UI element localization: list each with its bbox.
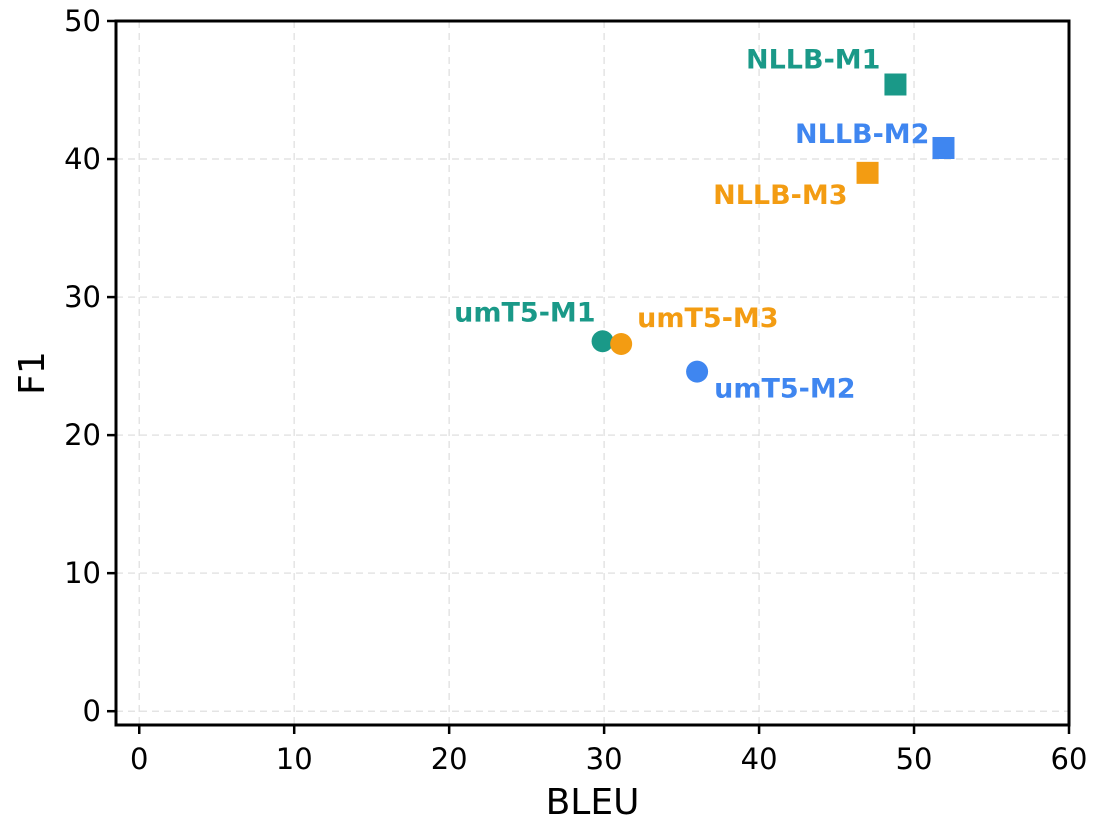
axis-ticks: 0 10 20 30 40 50 60 0 10 20 30 40 50 [64, 4, 1087, 776]
y-tick-label: 0 [83, 694, 101, 728]
label-umt5-m2: umT5-M2 [714, 374, 855, 405]
x-tick-label: 40 [741, 742, 778, 776]
label-nllb-m2: NLLB-M2 [795, 119, 929, 150]
y-axis-title: F1 [12, 351, 53, 395]
y-tick-label: 20 [64, 418, 101, 452]
x-axis-title: BLEU [546, 782, 640, 823]
x-tick-label: 60 [1051, 742, 1088, 776]
point-umt5-m3 [610, 333, 633, 356]
x-tick-label: 0 [130, 742, 148, 776]
label-umt5-m1: umT5-M1 [454, 297, 595, 328]
data-points [591, 73, 955, 383]
point-nllb-m2 [932, 136, 955, 159]
x-tick-label: 50 [896, 742, 933, 776]
x-tick-label: 20 [431, 742, 468, 776]
y-tick-label: 50 [64, 4, 101, 38]
y-tick-label: 40 [64, 142, 101, 176]
point-umt5-m1 [591, 330, 614, 353]
x-tick-label: 10 [276, 742, 313, 776]
plot-frame [114, 19, 1071, 727]
point-umt5-m2 [686, 360, 709, 383]
label-nllb-m3: NLLB-M3 [713, 180, 847, 211]
y-tick-label: 10 [64, 556, 101, 590]
point-nllb-m1 [884, 73, 907, 96]
point-nllb-m3 [856, 161, 879, 184]
label-umt5-m3: umT5-M3 [637, 303, 778, 334]
x-tick-label: 30 [586, 742, 623, 776]
y-tick-label: 30 [64, 280, 101, 314]
label-nllb-m1: NLLB-M1 [746, 44, 880, 75]
point-labels: NLLB-M1 NLLB-M2 NLLB-M3 umT5-M1 umT5-M3 umT5-… [454, 44, 929, 404]
